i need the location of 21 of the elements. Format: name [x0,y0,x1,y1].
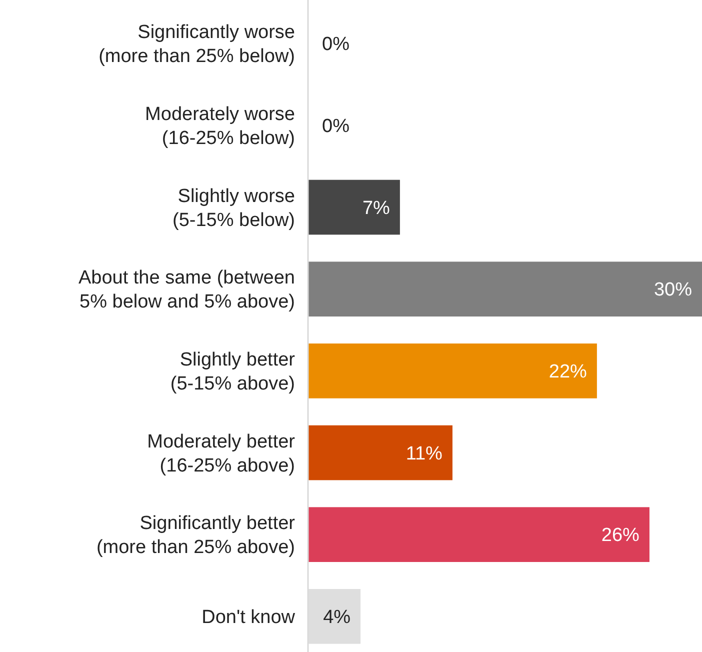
y-tick-label: Slightly better (5-15% above) [170,350,296,395]
y-tick-label: Significantly better (more than 25% above) [96,513,296,558]
bar [308,262,702,316]
bar [308,425,452,480]
data-label: 11% [406,443,443,464]
data-label: 22% [548,362,588,383]
data-label: 7% [362,198,390,219]
data-label: 4% [323,607,351,628]
bar [308,507,650,562]
y-tick-label: Moderately better (16-25% above) [147,431,296,476]
y-tick-label: Significantly worse (more than 25% below) [98,22,295,68]
data-label: 0% [322,116,350,138]
y-tick-label: Slightly worse (5-15% below) [172,186,295,231]
y-tick-label: Don't know [202,607,296,628]
data-label: 26% [601,525,640,546]
bar [308,180,400,235]
y-tick-label: Moderately worse (16-25% below) [145,104,295,150]
data-label: 30% [654,280,692,301]
data-label: 0% [322,34,350,56]
bar [308,344,597,398]
y-tick-label: About the same (between 5% below and 5% above) [78,268,295,313]
